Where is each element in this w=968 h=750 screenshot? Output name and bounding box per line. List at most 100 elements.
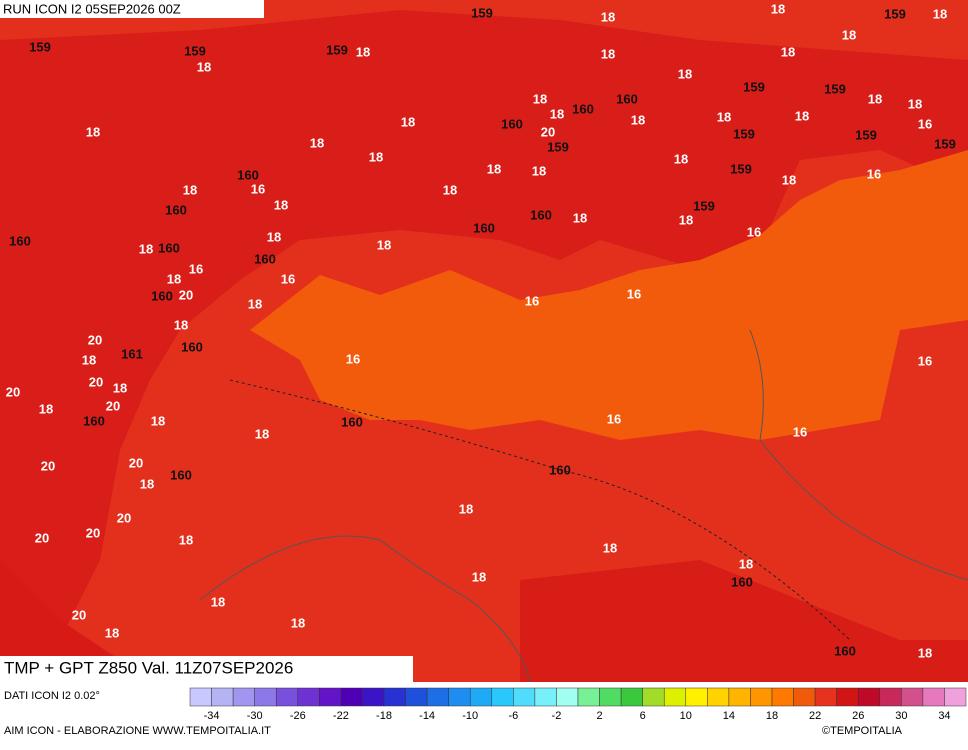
contour-label: 18 [472,569,486,584]
geopotential-isoline [229,379,851,641]
colorbar-cell [297,687,320,707]
contour-label: 18 [781,44,795,59]
contour-label: 16 [525,293,539,308]
colorbar-tick-label: 18 [766,710,778,722]
contour-label: 18 [842,27,856,42]
contour-label: 18 [105,625,119,640]
contour-label: 18 [739,556,753,571]
contour-label: 18 [255,426,269,441]
colorbar-cell [189,687,212,707]
contour-label: 18 [197,59,211,74]
contour-label: 159 [730,161,752,176]
colorbar-tick-label: -34 [204,710,220,722]
contour-label: 16 [189,261,203,276]
colorbar-cell [901,687,924,707]
contour-label: 160 [473,220,495,235]
contour-label: 159 [471,5,493,20]
contour-label: 160 [572,101,594,116]
colorbar-tick-label: -10 [462,710,478,722]
colorbar-cell [534,687,557,707]
contour-label: 161 [121,346,143,361]
footer-box [0,656,413,682]
contour-label: 159 [547,139,569,154]
colorbar-tick-label: -2 [552,710,562,722]
contour-label: 18 [550,106,564,121]
alps-region [0,0,968,660]
contour-label: 16 [747,224,761,239]
contour-label: 18 [139,241,153,256]
contour-label: 18 [82,352,96,367]
contour-label: 20 [41,458,55,473]
contour-label: 18 [533,91,547,106]
contour-label: 160 [616,91,638,106]
contour-label: 18 [918,645,932,660]
colorbar-cell [944,687,967,707]
contour-label: 160 [834,643,856,658]
contour-label: 18 [86,124,100,139]
colorbar-tick-label: -26 [290,710,306,722]
colorbar-cell [663,687,687,707]
contour-label: 16 [627,286,641,301]
contour-label: 159 [733,126,755,141]
colorbar-tick-label: 22 [809,710,821,722]
header-title: RUN ICON I2 05SEP2026 00Z [3,1,181,16]
copyright: ©TEMPOITALIA [822,725,903,737]
colorbar-cell [771,687,794,707]
footer-title: TMP + GPT Z850 Val. 11Z07SEP2026 [4,658,293,677]
contour-label: 159 [855,127,877,142]
contour-label: 18 [782,172,796,187]
contour-label: 20 [117,510,131,525]
colorbar-cell [448,687,471,707]
colorbar-cell [814,687,837,707]
contour-label: 160 [9,233,31,248]
colorbar-cell [426,687,449,707]
contour-label: 18 [601,9,615,24]
colorbar-tick-label: 10 [680,710,692,722]
contour-label: 16 [918,353,932,368]
credit: AIM ICON - ELABORAZIONE WWW.TEMPOITALIA.… [4,725,271,737]
contour-label: 18 [459,501,473,516]
contour-label: 160 [170,467,192,482]
colorbar-cell [857,687,881,707]
contour-label: 18 [291,615,305,630]
contour-label: 18 [211,594,225,609]
colorbar-cell [577,687,600,707]
contour-label: 18 [248,296,262,311]
colorbar-tick-label: -18 [376,710,392,722]
contour-label: 159 [29,39,51,54]
contour-label: 160 [158,240,180,255]
contour-label: 18 [274,197,288,212]
contour-label: 16 [281,271,295,286]
contour-label: 18 [401,114,415,129]
contour-label: 160 [254,251,276,266]
contour-label: 159 [743,79,765,94]
colorbar-cell [340,687,363,707]
contour-label: 18 [795,108,809,123]
contour-label: 159 [326,42,348,57]
colorbar-cell [319,687,342,707]
colorbar-tick-label: 26 [852,710,864,722]
colorbar-cell [642,687,665,707]
contour-label: 18 [573,210,587,225]
contour-label: 18 [174,317,188,332]
colorbar-tick-label: 34 [938,710,950,722]
contour-label: 18 [356,44,370,59]
colorbar-tick-label: -14 [419,710,435,722]
contour-label: 160 [151,288,173,303]
contour-label: 20 [106,398,120,413]
contour-label: 18 [868,91,882,106]
contour-label: 160 [501,116,523,131]
contour-label: 16 [251,181,265,196]
coastline [749,329,968,581]
contour-label: 20 [88,332,102,347]
contour-label: 18 [267,229,281,244]
colorbar-cell [879,687,902,707]
contour-label: 18 [39,401,53,416]
colorbar: -34 -30 -26 -22 -18 -14 -10 -6 -2 2 6 10 14 18 22 26 30 3… [189,687,967,722]
contour-label: 159 [184,43,206,58]
contour-label: 18 [908,96,922,111]
colorbar-cell [383,687,406,707]
header-box [0,0,264,18]
